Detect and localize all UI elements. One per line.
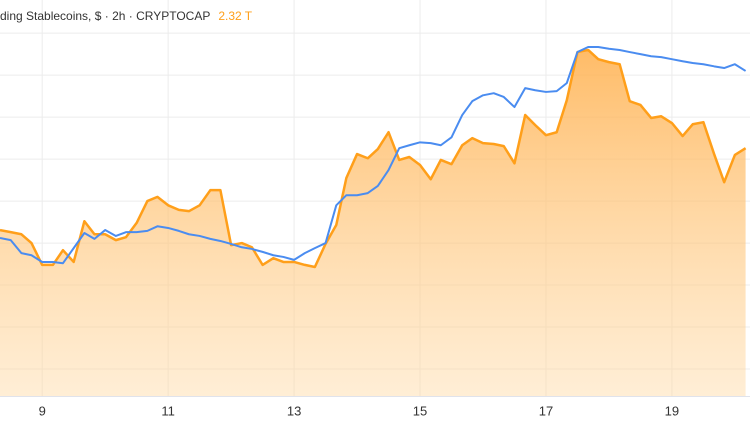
x-tick-label: 9 — [39, 403, 46, 418]
x-tick-label: 13 — [287, 403, 301, 418]
line — [0, 46, 747, 265]
area — [0, 49, 746, 396]
title-text: ding Stablecoins, $ · 2h · CRYPTOCAP — [0, 9, 210, 23]
plot-area — [0, 46, 747, 396]
chart-title: ding Stablecoins, $ · 2h · CRYPTOCAP 2.32… — [0, 9, 253, 23]
x-tick-label: 19 — [665, 403, 679, 418]
last-value: 2.32 T — [218, 9, 252, 23]
x-tick-label: 17 — [539, 403, 553, 418]
x-axis: 9 11 13 15 17 19 — [39, 403, 680, 418]
line — [0, 48, 747, 269]
x-tick-label: 11 — [161, 403, 175, 418]
x-tick-label: 15 — [413, 403, 427, 418]
